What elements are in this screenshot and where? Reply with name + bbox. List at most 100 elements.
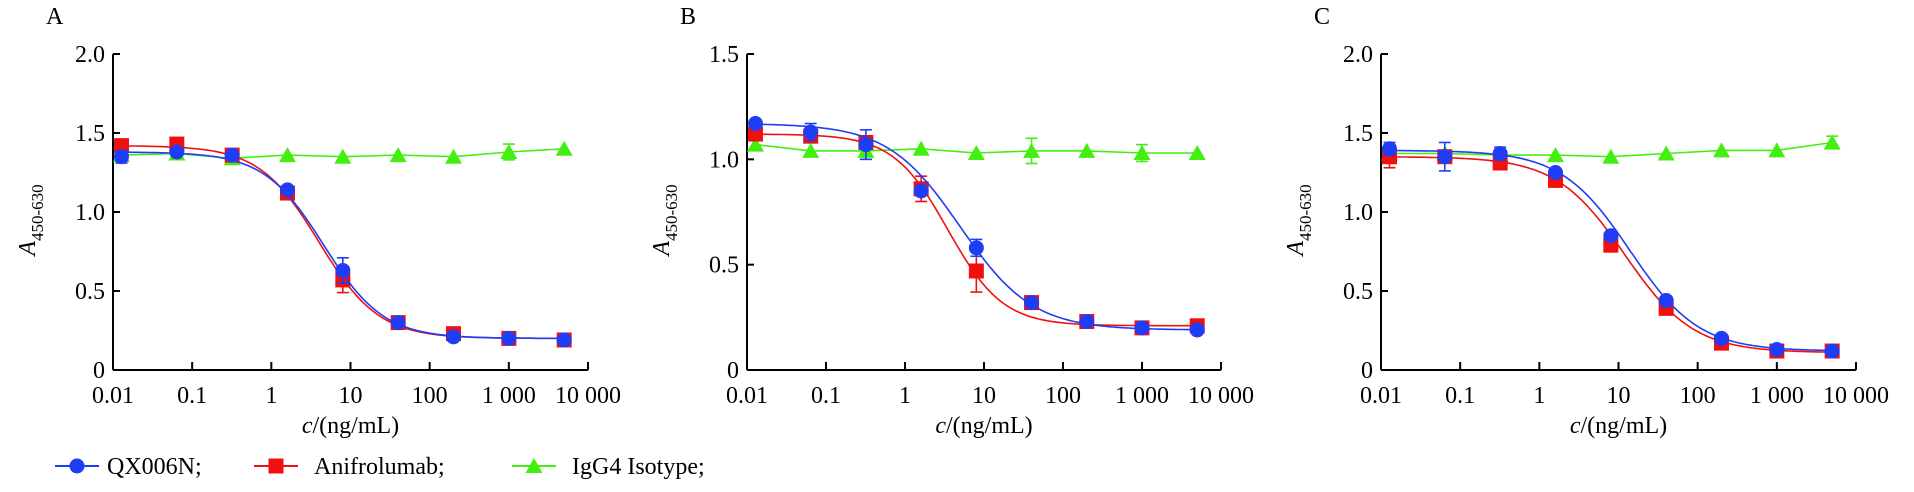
fit-curve bbox=[1389, 156, 1833, 353]
data-point bbox=[278, 147, 296, 163]
data-point bbox=[913, 183, 929, 199]
data-point bbox=[335, 262, 351, 278]
data-point bbox=[334, 148, 352, 164]
data-point bbox=[1657, 145, 1675, 161]
panel-label: B bbox=[680, 4, 696, 30]
y-axis-label-subscript: 450-630 bbox=[1296, 184, 1315, 241]
x-axis-label: c/(ng/mL) bbox=[1570, 413, 1667, 439]
x-tick-label: 1 bbox=[265, 383, 277, 409]
data-point bbox=[1547, 165, 1563, 180]
y-axis-label-subscript: 450-630 bbox=[662, 184, 681, 241]
x-tick-label: 0.01 bbox=[92, 383, 134, 409]
x-tick-label: 10 000 bbox=[555, 383, 621, 409]
data-point bbox=[1713, 330, 1729, 346]
x-axis-label-unit: /(ng/mL) bbox=[1581, 413, 1668, 439]
x-tick-label: 1 000 bbox=[482, 383, 536, 409]
x-tick-label: 100 bbox=[1045, 383, 1081, 409]
data-point bbox=[1189, 322, 1205, 338]
data-point bbox=[1492, 146, 1508, 162]
data-point bbox=[746, 136, 764, 152]
x-tick-label: 0.01 bbox=[726, 383, 768, 409]
data-point bbox=[444, 148, 462, 164]
x-axis-label-symbol: c bbox=[302, 413, 313, 439]
data-point bbox=[224, 147, 240, 163]
y-tick-label: 1.5 bbox=[75, 121, 105, 147]
y-tick-label: 0.5 bbox=[75, 279, 105, 305]
data-point bbox=[1658, 292, 1674, 308]
y-tick-label: 0.5 bbox=[709, 253, 739, 279]
data-point bbox=[1768, 142, 1786, 158]
data-point bbox=[556, 332, 572, 348]
legend-label: IgG4 Isotype; bbox=[572, 454, 705, 480]
series-anifrolumab bbox=[1381, 144, 1840, 359]
y-axis-label: A450-630 bbox=[649, 184, 681, 257]
y-tick-label: 0 bbox=[1361, 358, 1373, 384]
x-axis-label: c/(ng/mL) bbox=[935, 413, 1032, 439]
y-axis-label: A450-630 bbox=[1283, 184, 1315, 257]
data-point bbox=[912, 140, 930, 156]
y-tick-label: 1.5 bbox=[1343, 121, 1373, 147]
data-point bbox=[1078, 142, 1096, 158]
y-tick-label: 2.0 bbox=[75, 42, 105, 68]
x-axis-label: c/(ng/mL) bbox=[302, 413, 399, 439]
x-tick-label: 100 bbox=[1680, 383, 1716, 409]
x-tick-label: 10 bbox=[1607, 383, 1631, 409]
data-point bbox=[169, 144, 185, 160]
x-tick-label: 1 bbox=[899, 383, 911, 409]
x-axis-label-symbol: c bbox=[1570, 413, 1581, 439]
x-tick-label: 10 bbox=[339, 383, 363, 409]
data-point bbox=[445, 329, 461, 345]
legend-marker-circle-icon bbox=[69, 458, 85, 474]
legend-label: QX006N; bbox=[107, 454, 202, 480]
y-tick-label: 0.5 bbox=[1343, 279, 1373, 305]
data-point bbox=[1133, 145, 1151, 161]
x-tick-label: 100 bbox=[412, 383, 448, 409]
data-point bbox=[500, 143, 518, 159]
x-tick-label: 10 bbox=[972, 383, 996, 409]
data-point bbox=[1546, 147, 1564, 163]
series-qx006n bbox=[1381, 141, 1840, 359]
x-tick-label: 0.1 bbox=[177, 383, 207, 409]
x-tick-label: 10 000 bbox=[1823, 383, 1889, 409]
chart-panel-a: A 0 0.5 1.0 1.5 2.0 0.01 0.1 1 10 100 1 000 10 000 c/… bbox=[15, 4, 621, 439]
legend: QX006N; Anifrolumab; IgG4 Isotype; bbox=[55, 454, 705, 480]
data-point bbox=[1437, 149, 1453, 165]
x-tick-label: 1 bbox=[1533, 383, 1545, 409]
y-tick-label: 2.0 bbox=[1343, 42, 1373, 68]
legend-item: IgG4 Isotype; bbox=[512, 454, 705, 480]
y-tick-label: 1.0 bbox=[75, 200, 105, 226]
fit-curve bbox=[121, 151, 565, 340]
panel-label: C bbox=[1314, 4, 1330, 30]
panel-label: A bbox=[46, 4, 64, 30]
legend-marker-triangle-icon bbox=[525, 458, 543, 473]
data-point bbox=[279, 182, 295, 198]
x-axis-label-unit: /(ng/mL) bbox=[946, 413, 1033, 439]
x-axis-label-unit: /(ng/mL) bbox=[313, 413, 400, 439]
x-axis-label-symbol: c bbox=[935, 413, 946, 439]
x-tick-label: 0.1 bbox=[811, 383, 841, 409]
data-point bbox=[1023, 142, 1041, 158]
data-point bbox=[968, 240, 984, 256]
data-point bbox=[501, 330, 517, 346]
y-axis-label: A450-630 bbox=[15, 184, 47, 257]
fit-curve bbox=[755, 133, 1198, 327]
y-tick-label: 0 bbox=[93, 358, 105, 384]
data-point bbox=[968, 263, 984, 279]
data-point bbox=[858, 137, 874, 153]
series-anifrolumab bbox=[113, 136, 572, 348]
legend-marker-square-icon bbox=[268, 458, 284, 474]
data-point bbox=[747, 116, 763, 132]
x-tick-label: 10 000 bbox=[1188, 383, 1254, 409]
y-axis-label-symbol: A bbox=[15, 241, 41, 258]
data-point bbox=[802, 142, 820, 158]
legend-item: Anifrolumab; bbox=[254, 454, 445, 480]
data-point bbox=[389, 147, 407, 163]
data-point bbox=[1079, 314, 1095, 330]
fit-curve bbox=[121, 145, 565, 340]
data-point bbox=[803, 124, 819, 140]
chart-panel-c: C 0 0.5 1.0 1.5 2.0 0.01 0.1 1 10 100 1 000 10 000 c/… bbox=[1283, 4, 1889, 439]
legend-label: Anifrolumab; bbox=[314, 454, 445, 480]
y-axis-label-subscript: 450-630 bbox=[28, 184, 47, 241]
legend-item: QX006N; bbox=[55, 454, 202, 480]
